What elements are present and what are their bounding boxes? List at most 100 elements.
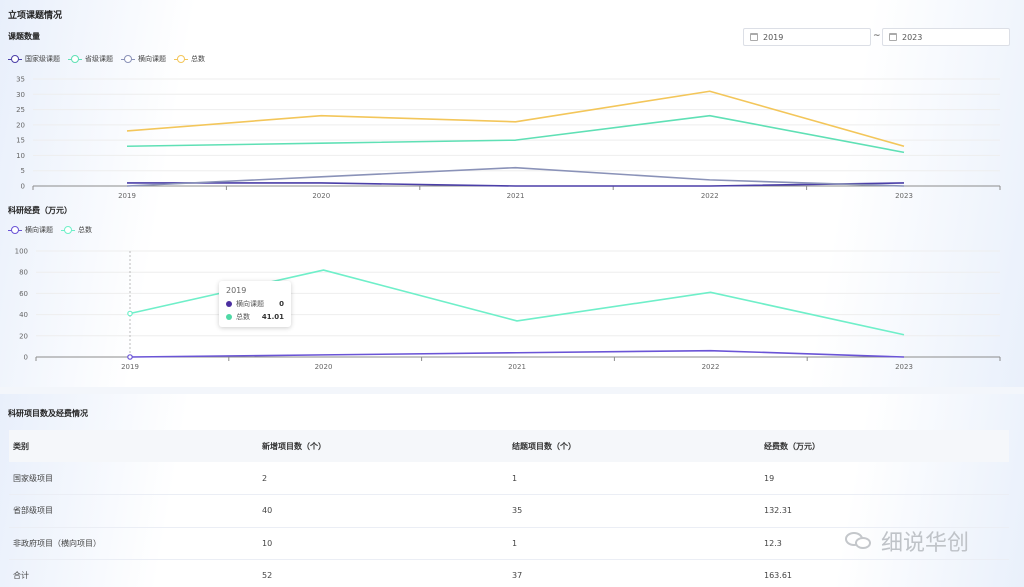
chart1-legend: 国家级课题 省级课题 横向课题 总数 bbox=[8, 54, 205, 64]
chart2-legend: 横向课题 总数 bbox=[8, 225, 92, 235]
funding-table: 类别 新增项目数（个） 结题项目数（个） 经费数（万元） 国家级项目 2 1 1… bbox=[9, 430, 1009, 587]
y-tick-label: 100 bbox=[15, 248, 28, 256]
table-cell: 37 bbox=[508, 559, 760, 587]
table-cell: 40 bbox=[258, 494, 508, 528]
series-line bbox=[126, 114, 905, 154]
tooltip-series-name: 横向课题 bbox=[236, 300, 264, 308]
series-dot-icon bbox=[226, 314, 232, 320]
y-tick-label: 20 bbox=[19, 332, 28, 340]
legend-marker-icon bbox=[68, 55, 82, 63]
y-tick-label: 5 bbox=[21, 167, 25, 175]
calendar-icon bbox=[889, 33, 897, 41]
tooltip-row: 总数 41.01 bbox=[226, 312, 284, 322]
section-title: 立项课题情况 bbox=[8, 11, 63, 21]
table-cell: 省部级项目 bbox=[9, 494, 258, 528]
table-cell: 合计 bbox=[9, 559, 258, 587]
x-tick-label: 2022 bbox=[702, 363, 720, 371]
legend-item[interactable]: 总数 bbox=[61, 225, 92, 235]
legend-label: 总数 bbox=[191, 55, 205, 63]
table-cell: 35 bbox=[508, 494, 760, 528]
tooltip-row: 横向课题 0 bbox=[226, 299, 284, 309]
x-tick-label: 2019 bbox=[118, 192, 136, 200]
legend-item[interactable]: 总数 bbox=[174, 54, 205, 64]
y-tick-label: 35 bbox=[16, 76, 25, 84]
table-header-row: 类别 新增项目数（个） 结题项目数（个） 经费数（万元） bbox=[9, 430, 1009, 462]
legend-item[interactable]: 国家级课题 bbox=[8, 54, 60, 64]
table-cell: 132.31 bbox=[760, 494, 1009, 528]
legend-item[interactable]: 横向课题 bbox=[8, 225, 53, 235]
table-cell: 非政府项目（横向项目） bbox=[9, 527, 258, 560]
table-cell: 52 bbox=[258, 559, 508, 587]
y-tick-label: 40 bbox=[19, 311, 28, 319]
section-title: 科研项目数及经费情况 bbox=[8, 409, 88, 418]
chart-tooltip: 2019 横向课题 0 总数 41.01 bbox=[219, 281, 291, 327]
chart2-title: 科研经费（万元） bbox=[8, 206, 72, 215]
legend-marker-icon bbox=[8, 55, 22, 63]
column-header: 类别 bbox=[9, 430, 258, 462]
column-header: 新增项目数（个） bbox=[258, 430, 508, 462]
table-cell: 163.61 bbox=[760, 559, 1009, 587]
table-row: 省部级项目 40 35 132.31 bbox=[9, 494, 1009, 528]
data-point bbox=[127, 354, 133, 360]
legend-label: 横向课题 bbox=[25, 226, 53, 234]
table-row: 国家级项目 2 1 19 bbox=[9, 462, 1009, 495]
x-tick-label: 2021 bbox=[508, 363, 526, 371]
funding-table-card: 科研项目数及经费情况 类别 新增项目数（个） 结题项目数（个） 经费数（万元） … bbox=[0, 394, 1024, 587]
y-tick-label: 20 bbox=[16, 121, 25, 129]
research-funding-chart: 0 20 40 60 80 100 2019 2020 2021 2022 2023 bbox=[15, 248, 1001, 371]
legend-marker-icon bbox=[174, 55, 188, 63]
y-tick-label: 10 bbox=[16, 152, 25, 160]
legend-marker-icon bbox=[8, 226, 22, 234]
y-tick-label: 0 bbox=[24, 354, 28, 362]
legend-label: 省级课题 bbox=[85, 55, 113, 63]
series-line bbox=[126, 90, 905, 148]
series-line bbox=[127, 182, 905, 187]
start-year-picker[interactable]: 2019 bbox=[743, 28, 871, 46]
y-tick-label: 25 bbox=[16, 106, 25, 114]
column-header: 结题项目数（个） bbox=[508, 430, 760, 462]
calendar-icon bbox=[750, 33, 758, 41]
wechat-icon bbox=[845, 530, 875, 552]
watermark: 细说华创 bbox=[845, 525, 969, 557]
chart1-title: 课题数量 bbox=[8, 32, 40, 41]
legend-item[interactable]: 省级课题 bbox=[68, 54, 113, 64]
y-tick-label: 15 bbox=[16, 137, 25, 145]
x-tick-label: 2021 bbox=[507, 192, 525, 200]
x-tick-label: 2022 bbox=[701, 192, 719, 200]
x-tick-label: 2019 bbox=[121, 363, 139, 371]
data-point bbox=[127, 310, 133, 317]
legend-marker-icon bbox=[121, 55, 135, 63]
x-tick-label: 2020 bbox=[312, 192, 330, 200]
project-count-chart: 0 5 10 15 20 25 30 35 2019 2020 2021 2022 2023 bbox=[16, 76, 1001, 200]
project-overview-card: 立项课题情况 课题数量 2019 ~ 2023 国家级课题 省级课题 横向课题 总数 … bbox=[0, 0, 1024, 387]
legend-label: 国家级课题 bbox=[25, 55, 60, 63]
y-tick-label: 0 bbox=[21, 183, 25, 191]
tooltip-series-value: 41.01 bbox=[261, 313, 284, 321]
table-cell: 19 bbox=[760, 462, 1009, 495]
tooltip-series-value: 0 bbox=[279, 300, 284, 308]
legend-label: 总数 bbox=[78, 226, 92, 234]
end-year-value: 2023 bbox=[902, 32, 923, 42]
x-tick-label: 2020 bbox=[315, 363, 333, 371]
watermark-text: 细说华创 bbox=[881, 531, 970, 556]
date-range-separator: ~ bbox=[873, 31, 881, 41]
table-cell: 2 bbox=[258, 462, 508, 495]
table-cell: 12.3 bbox=[760, 527, 1009, 560]
tooltip-series-name: 总数 bbox=[236, 313, 250, 321]
series-dot-icon bbox=[226, 301, 232, 307]
table-row: 非政府项目（横向项目） 10 1 12.3 bbox=[9, 527, 1009, 560]
end-year-picker[interactable]: 2023 bbox=[882, 28, 1010, 46]
table-cell: 1 bbox=[508, 527, 760, 560]
y-tick-label: 30 bbox=[16, 91, 25, 99]
y-tick-label: 60 bbox=[19, 290, 28, 298]
table-cell: 国家级项目 bbox=[9, 462, 258, 495]
legend-label: 横向课题 bbox=[138, 55, 166, 63]
x-tick-label: 2023 bbox=[895, 192, 913, 200]
start-year-value: 2019 bbox=[763, 32, 784, 42]
column-header: 经费数（万元） bbox=[760, 430, 1009, 462]
y-tick-label: 80 bbox=[19, 269, 28, 277]
table-cell: 10 bbox=[258, 527, 508, 560]
legend-item[interactable]: 横向课题 bbox=[121, 54, 166, 64]
series-line bbox=[126, 166, 905, 187]
table-row: 合计 52 37 163.61 bbox=[9, 559, 1009, 587]
